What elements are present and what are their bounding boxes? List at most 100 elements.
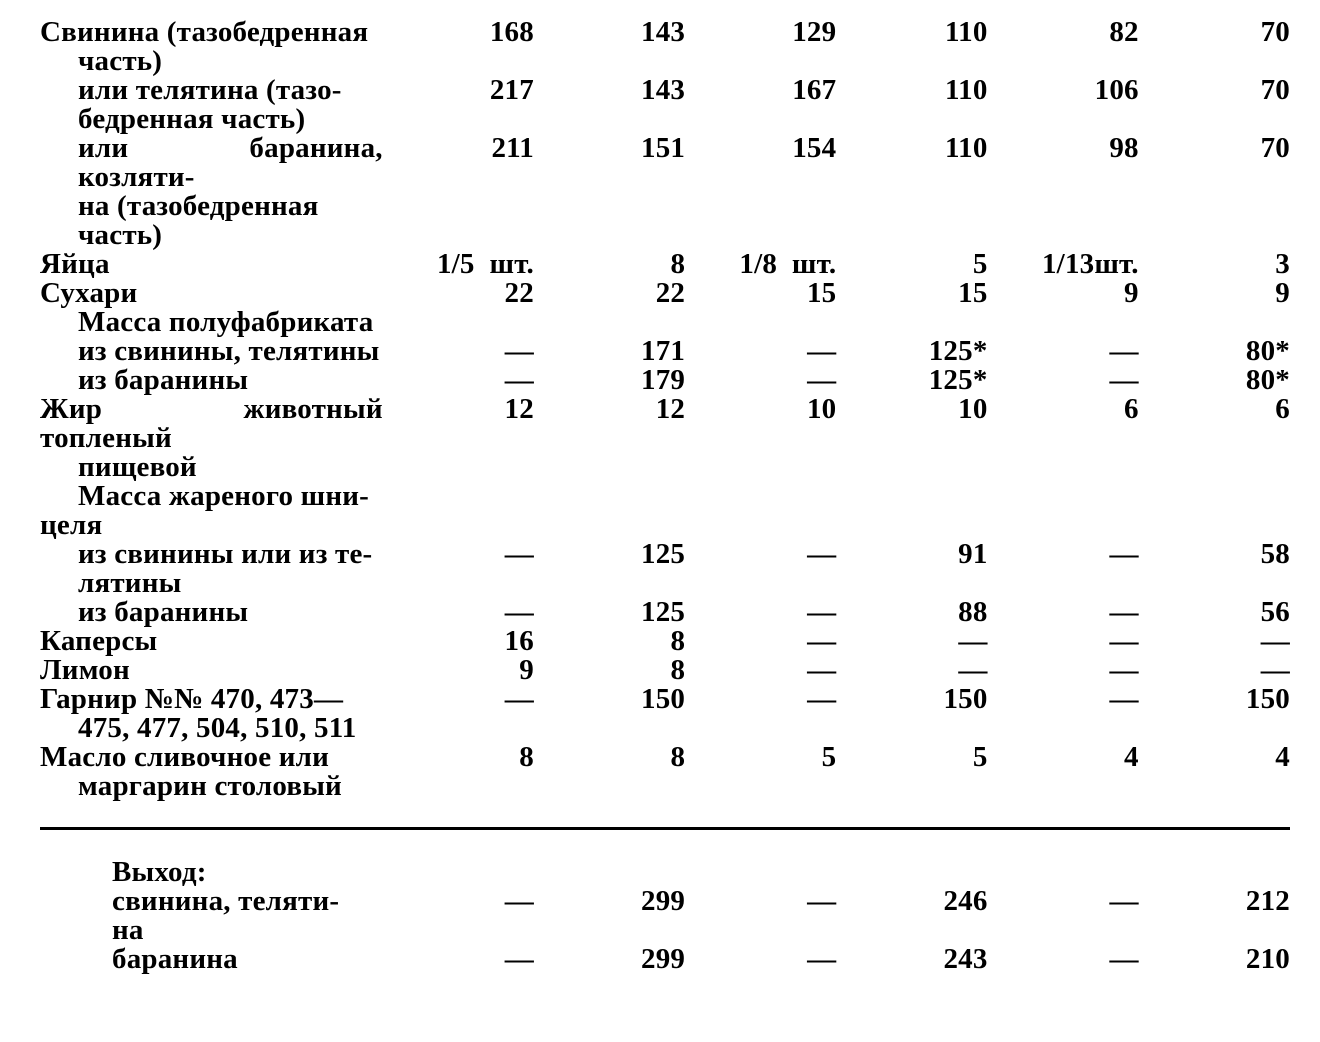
row-label-cont: целя [40,511,383,540]
value-cell: 150 [836,685,987,714]
value-cell [1139,569,1290,598]
table-row: или баранина, козляти-2111511541109870 [40,134,1290,192]
value-cell [685,105,836,134]
table-row: или телятина (тазо-21714316711010670 [40,76,1290,105]
value-cell [685,511,836,540]
value-cell [383,714,534,743]
value-cell [1139,511,1290,540]
value-cell: — [685,887,836,916]
value-cell [988,221,1139,250]
value-cell: 5 [685,743,836,772]
value-cell: 110 [836,18,987,47]
value-cell [685,482,836,511]
value-cell: — [988,887,1139,916]
value-cell [534,192,685,221]
value-cell [1139,47,1290,76]
value-cell [534,482,685,511]
value-cell: 167 [685,76,836,105]
value-cell: 9 [383,656,534,685]
value-cell: 151 [534,134,685,192]
value-cell: 1/8 шт. [685,250,836,279]
value-cell: 1/13шт. [988,250,1139,279]
value-cell [534,772,685,801]
value-cell: 56 [1139,598,1290,627]
value-cell: — [383,366,534,395]
row-label: или телятина (тазо- [40,76,383,105]
value-cell: — [685,366,836,395]
value-cell: — [1139,627,1290,656]
value-cell [534,916,685,945]
value-cell [383,511,534,540]
value-cell: 88 [836,598,987,627]
value-cell: — [685,685,836,714]
value-cell [534,308,685,337]
table-row: пищевой [40,453,1290,482]
row-label: Жир животный топленый [40,395,383,453]
value-cell [1139,482,1290,511]
value-cell: — [685,627,836,656]
value-cell: 125* [836,366,987,395]
value-cell: 9 [988,279,1139,308]
value-cell: — [988,337,1139,366]
value-cell: 4 [1139,743,1290,772]
row-label-cont: пищевой [40,453,383,482]
row-label: из баранины [40,366,383,395]
row-label: Масло сливочное или [40,743,383,772]
table-row: лятины [40,569,1290,598]
value-cell: 212 [1139,887,1290,916]
value-cell: 8 [534,627,685,656]
table-row: Лимон98———— [40,656,1290,685]
value-cell: 5 [836,250,987,279]
value-cell [534,511,685,540]
value-cell: 143 [534,76,685,105]
value-cell: 12 [383,395,534,453]
table-row: баранина—299—243—210 [40,945,1290,974]
value-cell [1139,105,1290,134]
value-cell: 243 [836,945,987,974]
value-cell [988,714,1139,743]
value-cell [685,714,836,743]
value-cell: 70 [1139,134,1290,192]
value-cell [1139,714,1290,743]
value-cell: — [836,627,987,656]
row-label: баранина [40,945,383,974]
value-cell [836,221,987,250]
value-cell: — [383,945,534,974]
value-cell [988,569,1139,598]
value-cell [836,714,987,743]
value-cell [685,221,836,250]
value-cell [383,308,534,337]
value-cell: 154 [685,134,836,192]
table-row: Яйца1/5 шт.81/8 шт.51/13шт.3 [40,250,1290,279]
table-row: Каперсы168———— [40,627,1290,656]
table-row: 475, 477, 504, 510, 511 [40,714,1290,743]
value-cell [1139,772,1290,801]
row-label-cont: бедренная часть) [40,105,383,134]
value-cell [685,916,836,945]
value-cell: 6 [988,395,1139,453]
value-cell [1139,308,1290,337]
value-cell: — [988,366,1139,395]
row-label: из свинины или из те- [40,540,383,569]
row-label: Гарнир №№ 470, 473— [40,685,383,714]
row-label: или баранина, козляти- [40,134,383,192]
value-cell [1139,453,1290,482]
table-row: часть) [40,47,1290,76]
value-cell: — [383,685,534,714]
value-cell [836,105,987,134]
value-cell: 10 [836,395,987,453]
row-label-cont: лятины [40,569,383,598]
value-cell: 8 [534,250,685,279]
value-cell [383,482,534,511]
value-cell: — [685,945,836,974]
recipe-table: Свинина (тазобедренная1681431291108270ча… [40,18,1290,974]
value-cell [383,47,534,76]
value-cell: 6 [1139,395,1290,453]
value-cell [836,858,987,887]
value-cell: 8 [534,743,685,772]
row-label: Свинина (тазобедренная [40,18,383,47]
table-row: Сухари2222151599 [40,279,1290,308]
value-cell: 70 [1139,76,1290,105]
divider-rule [40,827,1290,830]
table-row: Гарнир №№ 470, 473——150—150—150 [40,685,1290,714]
